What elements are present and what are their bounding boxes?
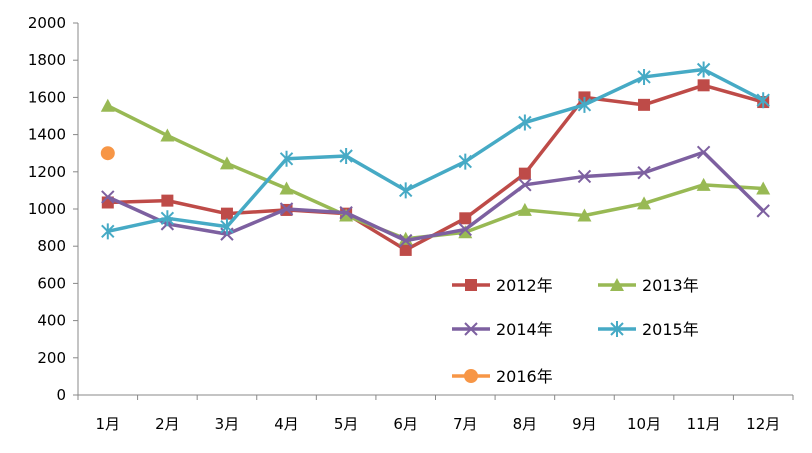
x-tick-label: 9月 <box>572 415 597 433</box>
data-point-marker <box>101 190 115 204</box>
data-point-marker <box>399 243 412 256</box>
x-tick-label: 10月 <box>627 415 661 433</box>
series-2016年 <box>100 146 115 161</box>
data-point-marker <box>756 204 770 218</box>
data-point-marker <box>696 145 711 159</box>
x-tick-label: 7月 <box>453 415 478 433</box>
data-point-marker <box>517 202 532 216</box>
y-tick-label: 1800 <box>28 51 66 69</box>
data-point-marker <box>160 128 175 142</box>
data-point-marker <box>518 114 532 131</box>
x-tick-label: 12月 <box>746 415 780 433</box>
data-point-marker <box>279 150 294 167</box>
x-tick-label: 4月 <box>274 415 299 433</box>
data-point-marker <box>577 169 592 184</box>
legend: 2012年 2013年 2014年 2015年 2016年 <box>452 276 699 386</box>
legend-label: 2016年 <box>496 367 553 386</box>
series-2015年 <box>101 61 770 240</box>
y-tick-label: 1400 <box>28 126 66 144</box>
data-point-marker <box>279 181 294 195</box>
legend-item: 2015年 <box>598 320 699 339</box>
legend-marker <box>610 321 624 337</box>
data-point-marker <box>518 178 532 192</box>
series-layer <box>100 61 771 256</box>
y-tick-label: 200 <box>37 349 66 367</box>
data-point-marker <box>756 92 770 109</box>
data-point-marker <box>458 153 472 170</box>
legend-label: 2012年 <box>496 276 553 295</box>
data-point-marker <box>637 196 652 210</box>
data-point-marker <box>518 167 531 180</box>
data-point-marker <box>160 210 175 227</box>
data-point-marker <box>696 61 711 78</box>
y-tick-label: 1000 <box>28 200 66 218</box>
data-point-marker <box>696 177 711 191</box>
y-tick-label: 2000 <box>28 14 66 32</box>
legend-marker <box>464 322 478 336</box>
data-point-marker <box>638 98 651 111</box>
x-tick-label: 3月 <box>215 415 240 433</box>
data-point-marker <box>399 182 413 199</box>
legend-item: 2013年 <box>598 276 699 295</box>
legend-item: 2016年 <box>452 367 553 386</box>
data-point-marker <box>339 206 353 220</box>
data-point-marker <box>220 207 233 220</box>
data-point-marker <box>458 225 473 239</box>
y-tick-label: 1200 <box>28 163 66 181</box>
y-tick-label: 0 <box>56 386 66 404</box>
x-tick-label: 11月 <box>687 415 721 433</box>
legend-item: 2014年 <box>452 320 553 339</box>
y-tick-label: 1600 <box>28 88 66 106</box>
data-point-marker <box>100 98 115 112</box>
data-point-marker <box>219 156 234 170</box>
data-point-marker <box>279 202 294 216</box>
legend-item: 2012年 <box>452 276 553 295</box>
data-point-marker <box>161 194 174 207</box>
data-point-marker <box>220 218 234 235</box>
data-point-marker <box>458 222 472 237</box>
x-tick-label: 1月 <box>96 415 121 433</box>
data-point-marker <box>756 181 771 195</box>
data-point-marker <box>637 166 651 180</box>
x-tick-label: 6月 <box>393 415 418 433</box>
series-line <box>107 67 765 234</box>
y-tick-label: 800 <box>37 237 66 255</box>
series-line <box>107 104 764 241</box>
x-tick-label: 2月 <box>155 415 180 433</box>
data-point-marker <box>459 212 472 225</box>
data-point-marker <box>399 233 413 248</box>
x-tick-label: 8月 <box>513 415 538 433</box>
data-point-marker <box>339 147 353 164</box>
data-point-marker <box>697 79 710 92</box>
series-2014年 <box>101 145 770 248</box>
data-point-marker <box>577 208 592 222</box>
legend-label: 2013年 <box>642 276 699 295</box>
y-tick-label: 400 <box>37 312 66 330</box>
y-axis: 0 200 400 600 800 1000 1200 1400 1600 1800 2000 <box>28 14 79 404</box>
x-tick-label: 5月 <box>334 415 359 433</box>
data-point-marker <box>577 96 592 113</box>
legend-marker <box>610 278 624 291</box>
legend-label: 2015年 <box>642 320 699 339</box>
x-axis: 1月 2月 3月 4月 5月 6月 7月 8月 9月 10月 11月 12月 <box>77 394 794 433</box>
data-point-marker <box>637 68 651 85</box>
legend-marker <box>464 369 478 383</box>
data-point-marker <box>339 208 354 222</box>
y-tick-label: 600 <box>37 274 66 292</box>
series-line <box>107 150 765 243</box>
legend-marker <box>465 279 477 291</box>
data-point-marker <box>100 146 115 161</box>
legend-label: 2014年 <box>496 320 553 339</box>
data-point-marker <box>101 223 115 240</box>
